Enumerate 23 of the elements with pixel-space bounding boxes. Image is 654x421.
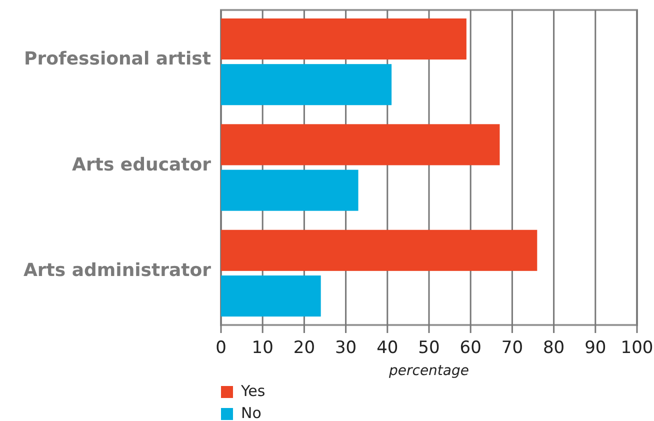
x-tick-label: 60 — [460, 338, 482, 358]
y-tick-label: Professional artist — [24, 48, 212, 70]
x-tick-label: 40 — [376, 338, 398, 358]
x-tick-label: 30 — [334, 338, 357, 358]
bar — [221, 275, 321, 317]
legend-label: No — [241, 404, 262, 421]
x-tick-label: 80 — [542, 338, 565, 358]
x-tick-label: 50 — [418, 338, 440, 358]
x-tick-label: 100 — [620, 338, 654, 358]
x-tick-label: 10 — [252, 338, 274, 358]
x-tick-label: 70 — [501, 338, 524, 358]
bar — [221, 124, 500, 166]
x-tick-label: 0 — [216, 338, 226, 358]
x-tick-label: 20 — [293, 338, 316, 358]
legend-label: Yes — [240, 382, 266, 400]
y-tick-label: Arts administrator — [23, 260, 212, 282]
bar — [221, 18, 466, 60]
bar — [221, 64, 392, 106]
bar — [221, 230, 538, 271]
bar — [221, 170, 358, 211]
x-axis-title: percentage — [388, 363, 470, 379]
y-tick-label: Arts educator — [72, 154, 212, 176]
x-tick-label: 90 — [584, 338, 606, 358]
